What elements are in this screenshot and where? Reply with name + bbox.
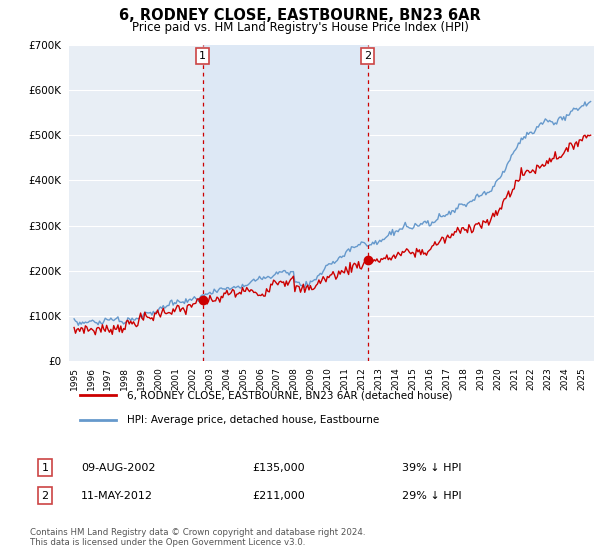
Text: 39% ↓ HPI: 39% ↓ HPI: [402, 463, 461, 473]
Text: £211,000: £211,000: [252, 491, 305, 501]
Text: HPI: Average price, detached house, Eastbourne: HPI: Average price, detached house, East…: [127, 414, 379, 424]
Text: 1: 1: [199, 51, 206, 61]
Text: Contains HM Land Registry data © Crown copyright and database right 2024.
This d: Contains HM Land Registry data © Crown c…: [30, 528, 365, 547]
Text: 2: 2: [41, 491, 49, 501]
Text: 2: 2: [364, 51, 371, 61]
Text: Price paid vs. HM Land Registry's House Price Index (HPI): Price paid vs. HM Land Registry's House …: [131, 21, 469, 34]
Text: 29% ↓ HPI: 29% ↓ HPI: [402, 491, 461, 501]
Text: 6, RODNEY CLOSE, EASTBOURNE, BN23 6AR: 6, RODNEY CLOSE, EASTBOURNE, BN23 6AR: [119, 8, 481, 24]
Bar: [203, 45, 368, 361]
Text: 11-MAY-2012: 11-MAY-2012: [81, 491, 153, 501]
Text: 6, RODNEY CLOSE, EASTBOURNE, BN23 6AR (detached house): 6, RODNEY CLOSE, EASTBOURNE, BN23 6AR (d…: [127, 390, 452, 400]
Text: 09-AUG-2002: 09-AUG-2002: [81, 463, 155, 473]
Text: £135,000: £135,000: [252, 463, 305, 473]
Text: 1: 1: [41, 463, 49, 473]
